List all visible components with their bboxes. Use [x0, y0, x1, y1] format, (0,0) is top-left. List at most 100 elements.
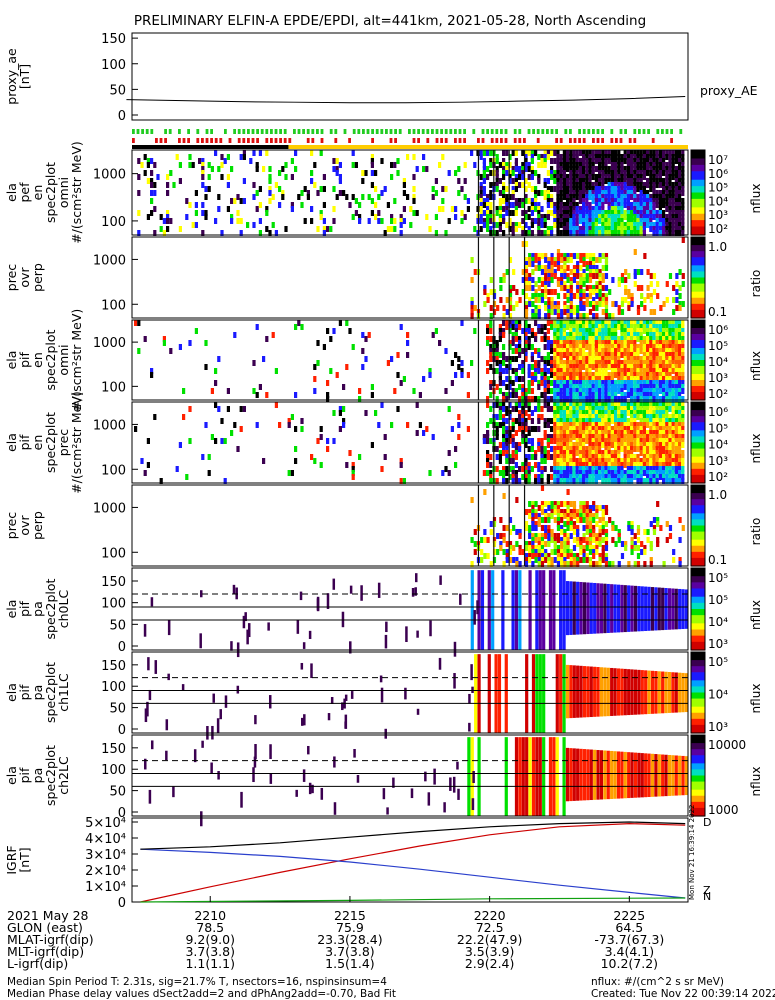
spectrogram-pixel [480, 537, 484, 543]
spectrogram-pixel [569, 414, 573, 420]
spectrogram-pixel [537, 178, 541, 184]
spectrogram-pixel [508, 297, 513, 303]
spectrogram-pixel [524, 281, 529, 287]
spectrogram-pixel [556, 265, 561, 271]
spectrogram-pixel [562, 222, 566, 228]
spectrogram-pixel [630, 214, 634, 220]
spectrogram-pixel [655, 372, 659, 378]
spectrogram-pixel [678, 392, 682, 398]
spectrogram-pixel [594, 368, 598, 374]
spectrogram-pixel [569, 454, 573, 460]
spectrogram-pixel [300, 202, 304, 208]
spectrogram-pixel [652, 324, 656, 330]
spectrogram-pixel [374, 410, 378, 416]
spectrogram-pixel [534, 170, 538, 176]
y-axis-label: perp [30, 511, 45, 540]
spectrogram-pixel [585, 384, 589, 390]
spectrogram-pixel [470, 537, 474, 543]
spectrogram-pixel [633, 406, 637, 412]
spectrogram-pixel [502, 170, 506, 176]
spectrogram-pixel [678, 182, 682, 188]
spectrogram-pixel [579, 509, 583, 515]
spectrogram-pixel [642, 454, 646, 460]
spectrogram-pixel [646, 170, 650, 176]
flag-green [375, 129, 379, 134]
spectrogram-pixel [591, 194, 595, 200]
spectrogram-pixel [671, 190, 675, 196]
spectrogram-pixel [556, 174, 560, 180]
flag-green [274, 129, 278, 134]
spectrogram-pixel [578, 384, 582, 390]
spectrogram-pixel [572, 293, 577, 299]
spectrogram-pixel [585, 210, 589, 216]
spectrogram-pixel [559, 434, 563, 440]
spectrogram-pixel [614, 170, 618, 176]
spectrogram-pixel [544, 265, 548, 271]
spectrogram-pixel [553, 214, 557, 220]
spectrogram-pixel [623, 402, 627, 408]
spectrogram-pixel [303, 186, 307, 192]
spectrogram-pixel [636, 202, 640, 208]
spectrogram-pixel [508, 545, 513, 551]
spectrogram-pixel [588, 206, 592, 212]
spectrogram-pixel [620, 344, 624, 350]
spectrogram-pixel [585, 422, 589, 428]
spectrogram-pixel [678, 430, 682, 436]
spectrogram-pixel [636, 561, 641, 567]
spectrogram-pixel [655, 426, 659, 432]
spectrogram-pixel [562, 406, 566, 412]
spectrogram-pixel [178, 226, 182, 232]
spectrogram-pixel [614, 206, 618, 212]
spectrogram-pixel [681, 190, 685, 196]
spectrogram-pixel [610, 352, 614, 358]
spectrogram-pixel [630, 328, 634, 334]
spectrogram-pixel [620, 438, 624, 444]
spectrogram-pixel [614, 340, 618, 346]
spectrogram-pixel [626, 462, 630, 468]
spectrogram-pixel [620, 182, 624, 188]
spectrogram-pixel [604, 293, 609, 299]
spectrogram-pixel [534, 406, 538, 412]
spectrogram-pixel [582, 277, 586, 283]
spectrogram-pixel [559, 406, 563, 412]
spectrogram-pixel [662, 190, 666, 196]
spectrogram-pixel [553, 458, 557, 464]
spectrogram-pixel [562, 376, 566, 382]
spectrogram-pixel [658, 430, 662, 436]
spectrogram-pixel [620, 410, 624, 416]
spectrogram-pixel [582, 273, 586, 279]
spectrogram-pixel [444, 388, 448, 394]
spectrogram-pixel [594, 178, 598, 184]
colorbar-segment [691, 418, 705, 421]
spectrogram-pixel [649, 410, 653, 416]
spectrogram-pixel [386, 226, 390, 232]
spectrogram-pixel [572, 410, 576, 416]
spectrogram-pixel [668, 426, 672, 432]
spectrogram-pixel [607, 178, 611, 184]
spectrogram-pixel [671, 202, 675, 208]
spectrogram-pixel [502, 150, 506, 156]
spectrogram-pixel [528, 297, 532, 303]
spectrogram-pixel [607, 454, 611, 460]
spectrogram-pixel [553, 454, 557, 460]
spectrogram-pixel [150, 210, 154, 216]
spectrogram-pixel [626, 210, 630, 216]
spectrogram-pixel [527, 182, 531, 188]
colorbar-tick-label: 10³ [708, 208, 728, 222]
spectrogram-pixel [233, 332, 237, 338]
spectrogram-pixel [550, 364, 554, 370]
spectrogram-pixel [617, 442, 621, 448]
spectrogram-pixel [505, 194, 509, 200]
spectrogram-pixel [534, 297, 538, 303]
spectrogram-pixel [598, 328, 602, 334]
spectrogram-pixel [553, 158, 557, 164]
spectrogram-pixel [566, 253, 570, 259]
spectrogram-pixel [598, 402, 602, 408]
spectrogram-pixel [572, 376, 576, 382]
spectrogram-pixel [575, 466, 579, 472]
spectrogram-pixel [668, 162, 672, 168]
spectrogram-pixel [636, 478, 640, 484]
flag-green [500, 129, 503, 134]
spectrogram-pixel [233, 422, 237, 428]
